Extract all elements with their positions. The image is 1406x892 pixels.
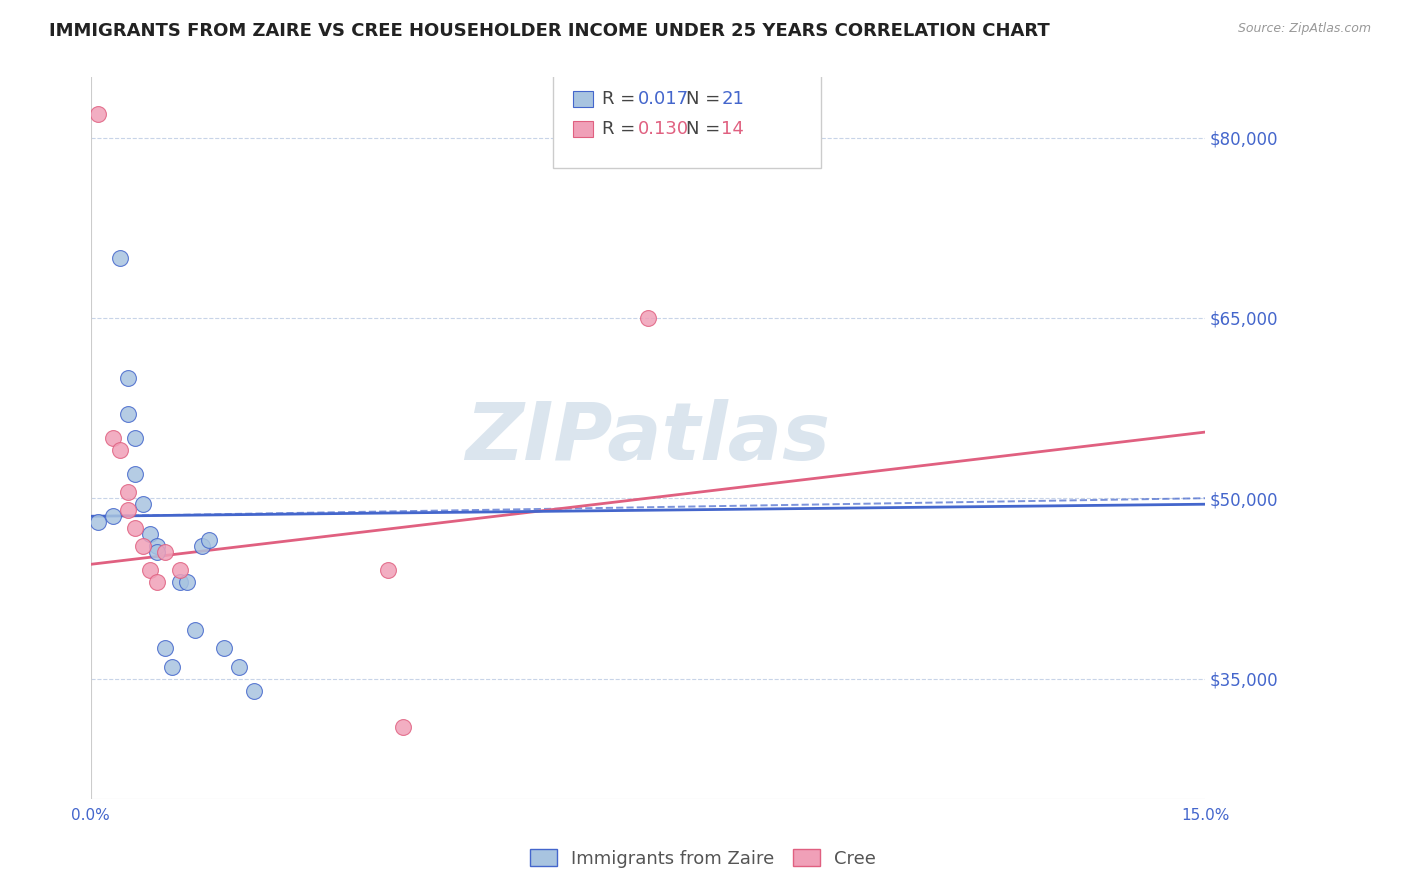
- Point: [101, 509, 124, 524]
- FancyBboxPatch shape: [553, 70, 821, 168]
- Point: [131, 539, 153, 553]
- Point: [146, 539, 169, 553]
- Point: [110, 251, 132, 265]
- Point: [637, 310, 659, 325]
- FancyBboxPatch shape: [574, 91, 593, 107]
- Point: [124, 431, 146, 445]
- Point: [146, 545, 169, 559]
- Legend: Immigrants from Zaire, Cree: Immigrants from Zaire, Cree: [519, 838, 887, 879]
- Text: ZIPatlas: ZIPatlas: [465, 399, 831, 477]
- Point: [153, 641, 176, 656]
- Point: [87, 106, 110, 120]
- Point: [391, 720, 413, 734]
- Point: [243, 683, 266, 698]
- Point: [131, 497, 153, 511]
- Point: [162, 659, 184, 673]
- Text: N =: N =: [686, 120, 725, 138]
- Point: [117, 503, 139, 517]
- Point: [101, 431, 124, 445]
- Point: [117, 407, 139, 421]
- Point: [117, 371, 139, 385]
- FancyBboxPatch shape: [574, 121, 593, 137]
- Text: Source: ZipAtlas.com: Source: ZipAtlas.com: [1237, 22, 1371, 36]
- Point: [139, 527, 162, 541]
- Point: [198, 533, 221, 548]
- Point: [153, 545, 176, 559]
- Point: [87, 515, 110, 529]
- Point: [377, 563, 399, 577]
- Point: [214, 641, 236, 656]
- Text: IMMIGRANTS FROM ZAIRE VS CREE HOUSEHOLDER INCOME UNDER 25 YEARS CORRELATION CHAR: IMMIGRANTS FROM ZAIRE VS CREE HOUSEHOLDE…: [49, 22, 1050, 40]
- Text: 0.017: 0.017: [638, 90, 689, 108]
- Text: 0.130: 0.130: [638, 120, 689, 138]
- Point: [183, 624, 205, 638]
- Text: 21: 21: [721, 90, 744, 108]
- Point: [169, 575, 191, 590]
- Point: [124, 521, 146, 535]
- Point: [191, 539, 214, 553]
- Point: [169, 563, 191, 577]
- Text: N =: N =: [686, 90, 725, 108]
- Point: [228, 659, 250, 673]
- Text: 14: 14: [721, 120, 744, 138]
- Point: [117, 485, 139, 500]
- Point: [139, 563, 162, 577]
- Point: [110, 443, 132, 458]
- Point: [176, 575, 198, 590]
- Text: R =: R =: [602, 120, 641, 138]
- Point: [146, 575, 169, 590]
- Text: R =: R =: [602, 90, 641, 108]
- Point: [124, 467, 146, 482]
